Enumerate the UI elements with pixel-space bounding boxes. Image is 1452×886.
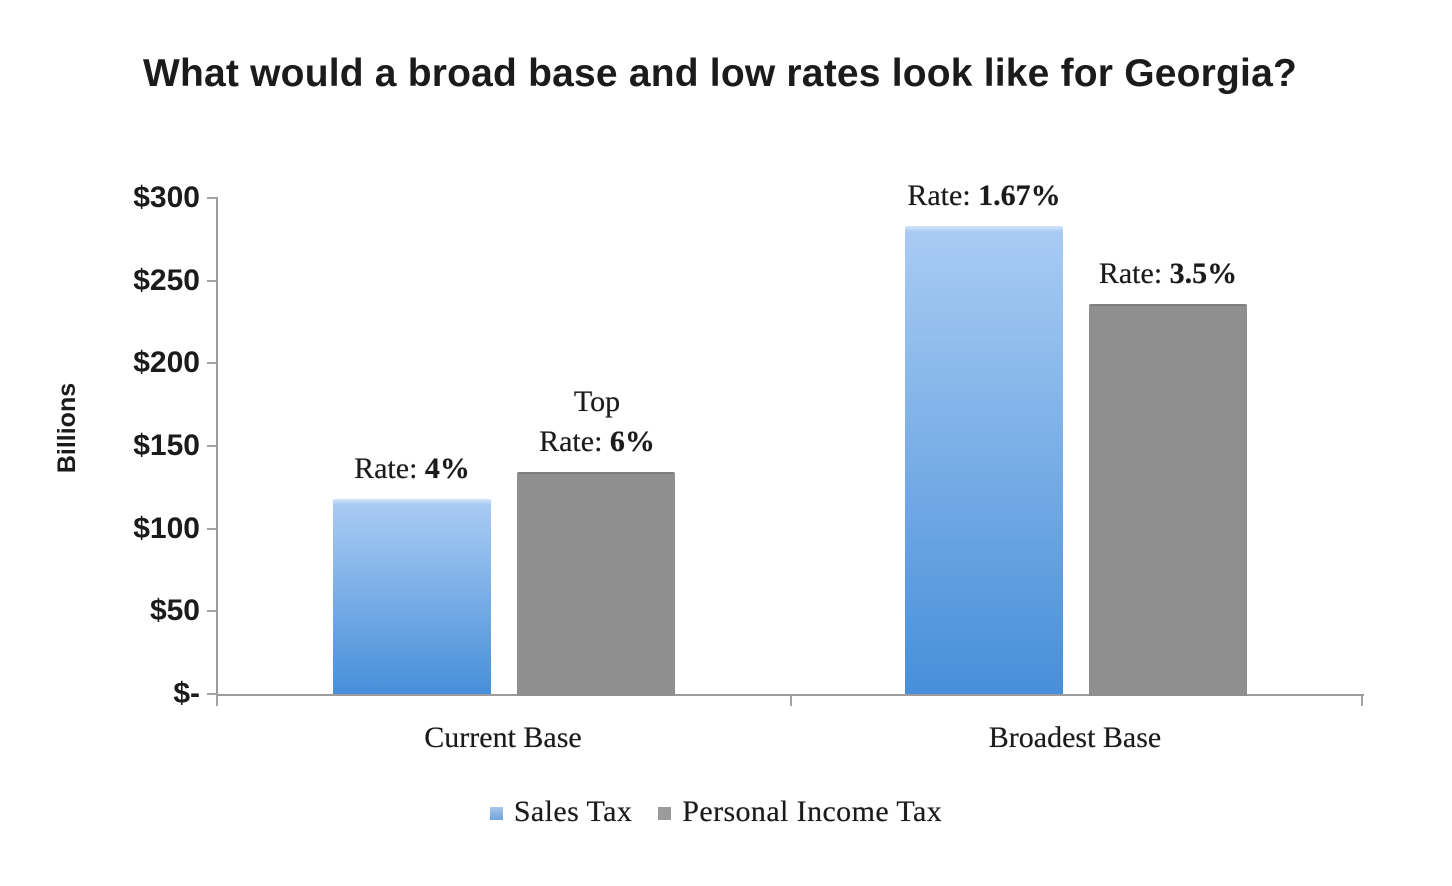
annotation-value: 6% <box>609 425 655 458</box>
y-tick <box>207 445 217 447</box>
legend-item-personal-income-tax: Personal Income Tax <box>658 795 942 829</box>
chart-title: What would a broad base and low rates lo… <box>142 52 1298 95</box>
legend-label-sales-tax: Sales Tax <box>513 795 633 828</box>
bar-broadest-base-personal-income-tax <box>1089 304 1247 696</box>
y-tick-label: $300 <box>133 181 200 214</box>
y-tick <box>207 610 217 612</box>
annotation-prefix: Rate: <box>354 452 425 485</box>
y-tick <box>207 693 217 695</box>
annotation-value: 3.5% <box>1169 257 1238 290</box>
legend-item-sales-tax: Sales Tax <box>489 795 633 829</box>
personal-income-tax-swatch-icon <box>658 807 672 820</box>
annotation-broadest-sales-rate: Rate: 1.67% <box>907 176 1060 216</box>
annotation-prefix: Rate: <box>1098 257 1170 290</box>
y-tick-label: $150 <box>133 429 200 462</box>
y-tick <box>207 280 217 282</box>
annotation-line1: Top <box>573 385 621 418</box>
y-tick <box>207 197 217 199</box>
annotation-current-income-rate: Top Rate: 6% <box>539 382 655 462</box>
category-label-broadest-base: Broadest Base <box>988 721 1162 754</box>
annotation-value: 1.67% <box>978 179 1061 212</box>
legend: Sales Tax Personal Income Tax <box>0 795 1432 829</box>
bar-current-base-personal-income-tax <box>517 472 675 696</box>
sales-tax-swatch-icon <box>489 807 503 820</box>
bar-broadest-base-sales-tax <box>905 226 1063 694</box>
x-tick <box>216 695 218 706</box>
annotation-current-sales-rate: Rate: 4% <box>354 449 470 489</box>
y-tick-label: $100 <box>133 512 200 545</box>
bar-current-base-sales-tax <box>333 499 491 694</box>
y-tick-label: $200 <box>133 346 200 379</box>
y-axis-line <box>216 197 218 696</box>
annotation-prefix: Rate: <box>539 425 610 458</box>
y-tick-label: $250 <box>133 264 200 297</box>
y-tick-label: $- <box>173 677 200 710</box>
y-tick-label: $50 <box>149 594 200 627</box>
category-label-current-base: Current Base <box>424 721 582 754</box>
x-tick <box>1361 695 1363 706</box>
y-tick <box>207 362 217 364</box>
annotation-prefix: Rate: <box>907 179 979 212</box>
x-tick <box>790 695 792 706</box>
y-tick <box>207 528 217 530</box>
annotation-broadest-income-rate: Rate: 3.5% <box>1099 254 1237 294</box>
annotation-value: 4% <box>424 452 470 485</box>
legend-label-personal-income-tax: Personal Income Tax <box>682 795 943 828</box>
